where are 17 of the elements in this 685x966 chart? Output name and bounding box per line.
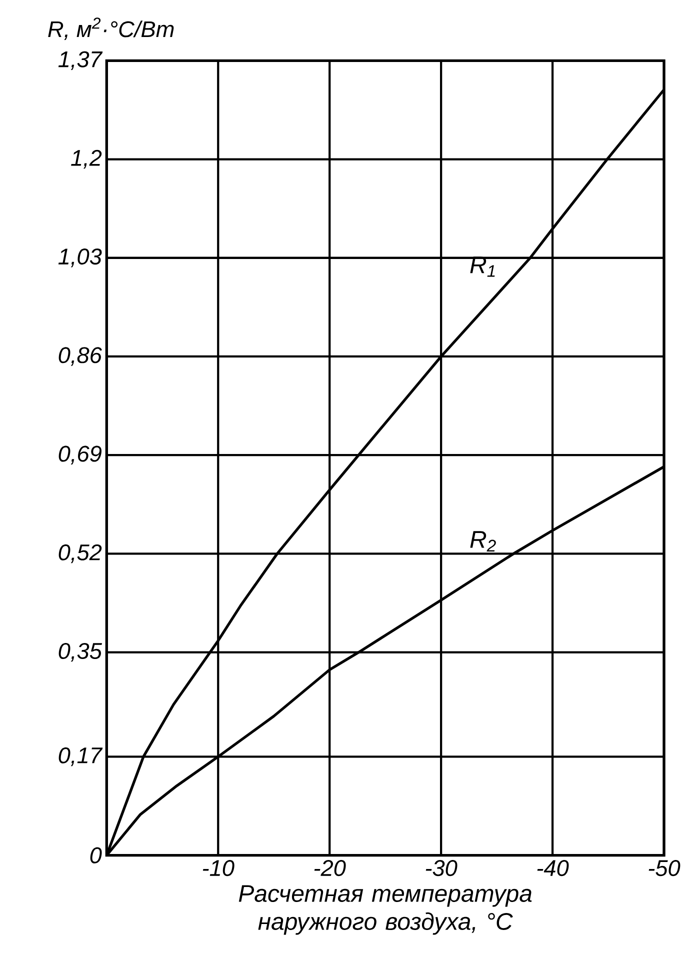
x-tick-label: -40	[537, 860, 569, 876]
x-tick-label: -10	[202, 860, 234, 876]
x-tick-label: -20	[314, 860, 346, 876]
series-label: R$_{2}$	[470, 531, 496, 552]
y-tick-label: 0,86	[58, 347, 102, 366]
x-tick-label: -30	[426, 860, 458, 876]
x-axis-title: Расчетная температура наружного воздуха, °C	[238, 885, 532, 935]
y-tick-label: 0	[90, 847, 102, 864]
y-tick-label: 1,03	[58, 248, 102, 268]
y-tick-label: 0,52	[58, 544, 102, 564]
y-tick-label: 1,37	[58, 51, 103, 70]
y-axis-title: R, м$^{2}$·°C/Вт	[48, 18, 174, 40]
y-tick-label: 0,17	[58, 747, 103, 766]
y-tick-label: 0,35	[58, 642, 102, 662]
x-tick-label: -50	[648, 860, 680, 876]
y-tick-label: 0,69	[58, 446, 102, 464]
y-tick-label: 1,2	[71, 150, 102, 169]
